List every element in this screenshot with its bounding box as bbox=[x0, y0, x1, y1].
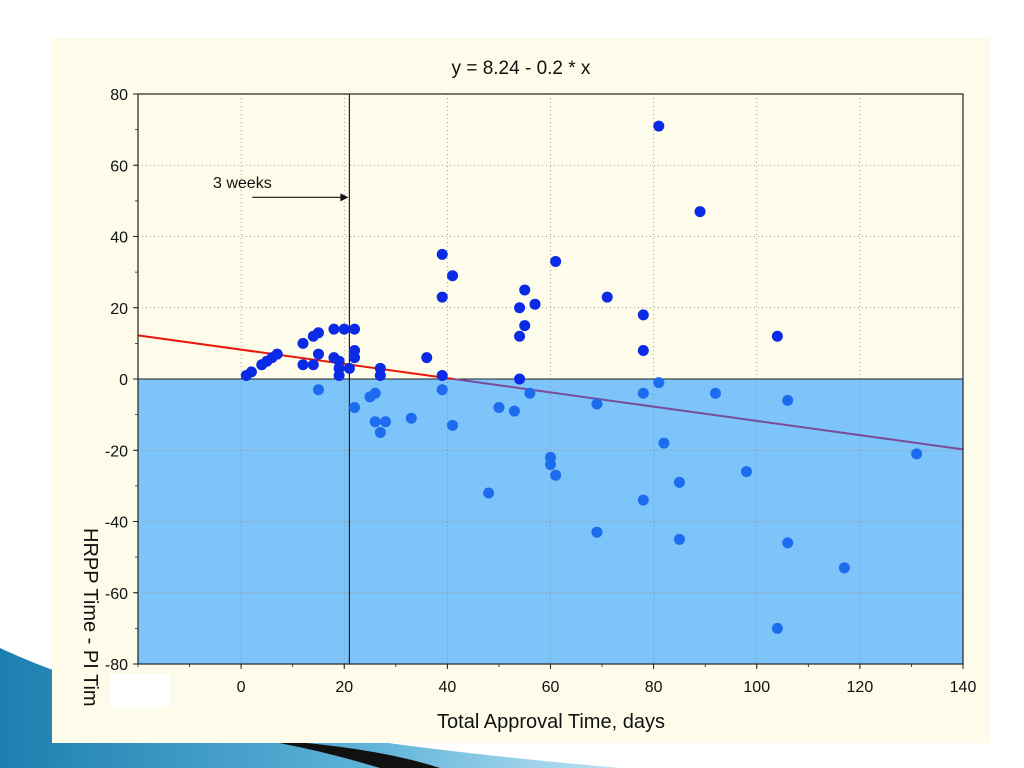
data-point bbox=[333, 362, 345, 374]
data-point bbox=[436, 369, 448, 381]
regression-segment-below bbox=[453, 378, 964, 451]
data-point bbox=[519, 284, 531, 296]
black-swoosh bbox=[250, 738, 440, 768]
data-point bbox=[369, 387, 381, 399]
data-point bbox=[550, 469, 562, 481]
y-tick-label: 80 bbox=[110, 87, 128, 104]
y-tick-label: 0 bbox=[119, 372, 128, 389]
data-point bbox=[591, 526, 603, 538]
y-axis-ticks: 80 60 40 20 0 -20 -40 -60 -80 bbox=[105, 87, 138, 674]
data-point bbox=[524, 387, 536, 399]
data-point bbox=[637, 345, 649, 356]
y-tick-label: 20 bbox=[110, 301, 128, 318]
data-point bbox=[514, 373, 526, 385]
data-point bbox=[380, 416, 391, 428]
label-cover-patch bbox=[110, 674, 170, 707]
data-point bbox=[673, 476, 685, 488]
data-point bbox=[349, 352, 361, 364]
annotation-label: 3 weeks bbox=[213, 175, 272, 192]
data-point bbox=[343, 362, 355, 374]
data-point bbox=[349, 323, 361, 335]
x-tick-label: 0 bbox=[237, 679, 246, 696]
data-point bbox=[529, 298, 541, 310]
data-point bbox=[297, 337, 309, 349]
chart-title: y = 8.24 - 0.2 * x bbox=[452, 58, 591, 79]
data-point bbox=[601, 291, 613, 303]
data-point bbox=[349, 402, 361, 413]
data-point bbox=[508, 405, 520, 417]
data-point bbox=[307, 359, 319, 371]
x-tick-label: 80 bbox=[645, 679, 663, 696]
data-point bbox=[312, 384, 324, 396]
data-point bbox=[436, 248, 448, 260]
three-weeks-annotation: 3 weeks bbox=[213, 175, 349, 202]
data-point bbox=[447, 419, 459, 431]
data-point bbox=[374, 426, 386, 438]
y-tick-label: -40 bbox=[105, 515, 128, 532]
data-point bbox=[838, 562, 850, 574]
data-point bbox=[637, 387, 649, 399]
y-tick-label: 40 bbox=[110, 230, 128, 247]
data-point bbox=[545, 459, 556, 470]
data-point bbox=[493, 402, 505, 413]
data-point bbox=[436, 384, 448, 396]
data-point bbox=[740, 466, 752, 478]
data-point bbox=[911, 448, 923, 460]
data-point bbox=[591, 398, 603, 410]
data-point bbox=[637, 309, 649, 321]
data-point bbox=[782, 537, 794, 549]
y-tick-label: -60 bbox=[105, 586, 128, 603]
data-point bbox=[245, 366, 257, 378]
data-point bbox=[312, 327, 324, 339]
data-point bbox=[436, 291, 448, 303]
regression-line bbox=[137, 334, 964, 451]
data-point bbox=[514, 330, 526, 342]
y-tick-label: 60 bbox=[110, 158, 128, 175]
data-point bbox=[658, 437, 670, 449]
data-point bbox=[297, 359, 309, 371]
data-point bbox=[483, 487, 495, 499]
y-tick-label: -20 bbox=[105, 443, 128, 460]
data-point bbox=[338, 323, 350, 335]
x-tick-label: 140 bbox=[950, 679, 977, 696]
data-point bbox=[312, 348, 324, 360]
x-tick-label: 20 bbox=[335, 679, 353, 696]
data-point bbox=[271, 348, 283, 360]
y-axis-title: HRPP Time - PI Tim bbox=[79, 528, 101, 707]
data-point bbox=[374, 369, 386, 381]
data-point bbox=[710, 387, 721, 399]
x-tick-label: 120 bbox=[847, 679, 874, 696]
y-tick-label: -80 bbox=[105, 657, 128, 674]
data-point bbox=[653, 120, 665, 132]
x-axis-ticks: 0 20 40 60 80 100 120 140 bbox=[137, 664, 977, 696]
annotation-arrowhead bbox=[340, 193, 349, 202]
data-point bbox=[519, 320, 531, 332]
data-point bbox=[673, 533, 685, 545]
data-points bbox=[240, 120, 923, 634]
data-point bbox=[771, 330, 783, 342]
x-tick-label: 60 bbox=[542, 679, 560, 696]
data-point bbox=[328, 323, 340, 335]
data-point bbox=[421, 352, 433, 364]
data-point bbox=[405, 412, 417, 424]
data-point bbox=[782, 394, 794, 406]
x-tick-label: 100 bbox=[743, 679, 770, 696]
data-point bbox=[637, 494, 649, 506]
data-point bbox=[447, 270, 459, 282]
data-point bbox=[369, 416, 381, 428]
data-point bbox=[550, 255, 562, 267]
x-tick-label: 40 bbox=[438, 679, 456, 696]
x-axis-title: Total Approval Time, days bbox=[437, 711, 665, 733]
data-point bbox=[653, 377, 665, 389]
regression-segment-above bbox=[137, 334, 454, 380]
data-point bbox=[694, 206, 706, 218]
data-point bbox=[771, 622, 783, 634]
data-point bbox=[514, 302, 526, 314]
